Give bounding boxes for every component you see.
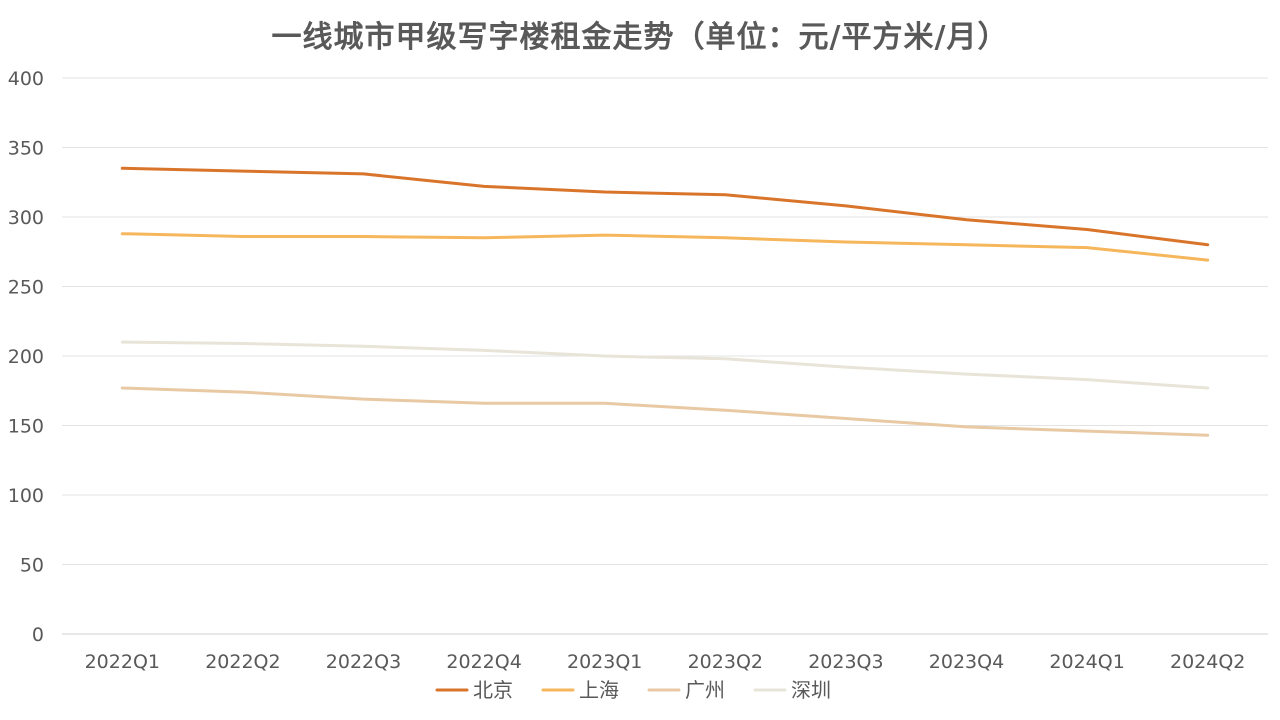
legend-item: 北京 bbox=[435, 678, 513, 702]
x-tick-label: 2022Q2 bbox=[205, 651, 280, 673]
y-tick-label: 200 bbox=[8, 346, 44, 368]
legend-item: 深圳 bbox=[753, 678, 831, 702]
x-tick-label: 2023Q1 bbox=[567, 651, 642, 673]
legend: 北京 上海 广州 深圳 bbox=[435, 678, 831, 702]
x-axis: 2022Q1 2022Q2 2022Q3 2022Q4 2023Q1 2023Q2 2023… bbox=[85, 651, 1246, 673]
y-tick-label: 100 bbox=[8, 485, 44, 507]
y-tick-label: 0 bbox=[32, 624, 44, 646]
chart-title: 一线城市甲级写字楼租金走势（单位：元/平方米/月） bbox=[271, 20, 1009, 55]
y-tick-label: 50 bbox=[20, 555, 44, 577]
x-tick-label: 2024Q2 bbox=[1170, 651, 1245, 673]
series-line-2 bbox=[120, 232, 1210, 262]
gridlines bbox=[62, 77, 1268, 635]
legend-item: 广州 bbox=[647, 678, 725, 702]
legend-label: 上海 bbox=[579, 678, 619, 702]
series-lines bbox=[120, 166, 1210, 437]
y-tick-label: 400 bbox=[8, 68, 44, 90]
y-tick-label: 350 bbox=[8, 138, 44, 160]
x-tick-label: 2022Q1 bbox=[85, 651, 160, 673]
x-tick-label: 2022Q4 bbox=[446, 651, 521, 673]
y-tick-label: 250 bbox=[8, 277, 44, 299]
x-tick-label: 2024Q1 bbox=[1049, 651, 1124, 673]
x-tick-label: 2023Q3 bbox=[808, 651, 883, 673]
series-line-3 bbox=[120, 386, 1210, 437]
x-tick-label: 2023Q4 bbox=[929, 651, 1004, 673]
x-tick-label: 2022Q3 bbox=[326, 651, 401, 673]
y-tick-label: 150 bbox=[8, 416, 44, 438]
series-line-1 bbox=[120, 166, 1210, 247]
series-line-4 bbox=[120, 340, 1210, 390]
legend-label: 北京 bbox=[473, 678, 513, 702]
x-tick-label: 2023Q2 bbox=[688, 651, 763, 673]
legend-label: 深圳 bbox=[791, 678, 831, 702]
legend-label: 广州 bbox=[685, 678, 725, 702]
y-tick-label: 300 bbox=[8, 207, 44, 229]
legend-item: 上海 bbox=[541, 678, 619, 702]
y-axis: 0 50 100 150 200 250 300 350 400 bbox=[8, 68, 44, 646]
